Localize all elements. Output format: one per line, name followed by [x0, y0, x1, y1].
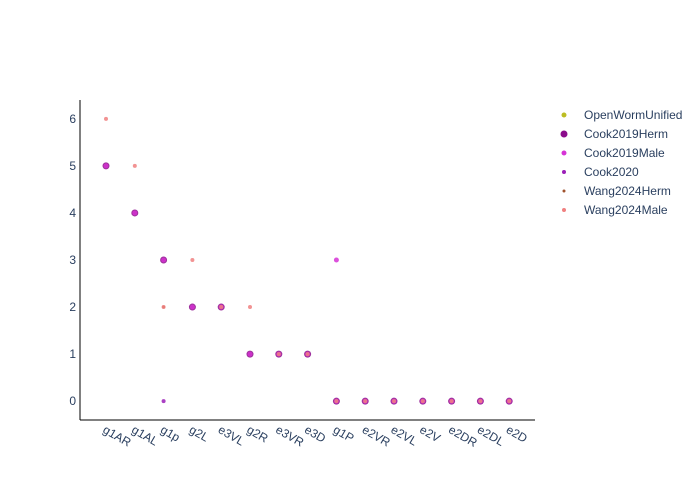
data-point: [449, 399, 454, 404]
data-point: [363, 399, 368, 404]
legend-marker: [562, 189, 566, 193]
data-point: [334, 399, 339, 404]
data-point: [189, 304, 195, 310]
legend-item[interactable]: Cook2019Male: [561, 146, 666, 160]
data-point: [333, 257, 339, 263]
legend-item[interactable]: Wang2024Male: [562, 203, 668, 217]
data-point: [219, 305, 224, 310]
y-tick-label: 4: [69, 206, 76, 220]
legend-marker: [560, 130, 568, 138]
legend-item[interactable]: OpenWormUnified: [561, 108, 683, 122]
y-tick-label: 6: [69, 112, 76, 126]
data-point: [276, 352, 281, 357]
data-point: [420, 399, 425, 404]
data-point: [161, 399, 166, 404]
legend-item[interactable]: Cook2020: [562, 165, 639, 179]
y-tick-label: 2: [69, 300, 76, 314]
y-tick-label: 5: [69, 159, 76, 173]
data-point: [104, 116, 108, 121]
legend-marker: [561, 112, 567, 118]
legend-label: Cook2020: [584, 165, 639, 179]
series-group: [161, 399, 166, 404]
axes: [79, 100, 535, 421]
legend-label: Cook2019Male: [584, 146, 665, 160]
y-tick-label: 1: [69, 347, 76, 361]
y-tick-label: 0: [69, 394, 76, 408]
data-point: [161, 305, 166, 310]
data-point: [305, 352, 310, 357]
legend-label: Wang2024Male: [584, 203, 668, 217]
data-point: [103, 163, 109, 169]
data-point: [478, 399, 483, 404]
legend-label: Wang2024Herm: [584, 184, 671, 198]
y-axis-ticks: 0 1 2 3 4 5 6: [69, 112, 76, 408]
data-point: [392, 399, 396, 404]
data-point: [190, 258, 195, 262]
series-group: [104, 116, 512, 404]
legend-item[interactable]: Wang2024Herm: [562, 184, 671, 198]
legend-marker: [561, 150, 567, 156]
legend-marker: [562, 208, 566, 212]
data-point: [248, 305, 252, 310]
legend-item[interactable]: Cook2019Herm: [560, 127, 669, 141]
legend[interactable]: OpenWormUnified Cook2019Herm Cook2019Male C…: [560, 108, 683, 217]
data-point: [132, 163, 137, 168]
plot-area: [102, 116, 513, 405]
data-point: [132, 210, 138, 216]
y-tick-label: 3: [69, 253, 76, 267]
legend-label: Cook2019Herm: [584, 127, 668, 141]
legend-label: OpenWormUnified: [584, 108, 682, 122]
legend-marker: [562, 170, 566, 174]
data-point: [507, 399, 512, 404]
data-point: [161, 257, 167, 263]
data-point: [247, 351, 253, 357]
